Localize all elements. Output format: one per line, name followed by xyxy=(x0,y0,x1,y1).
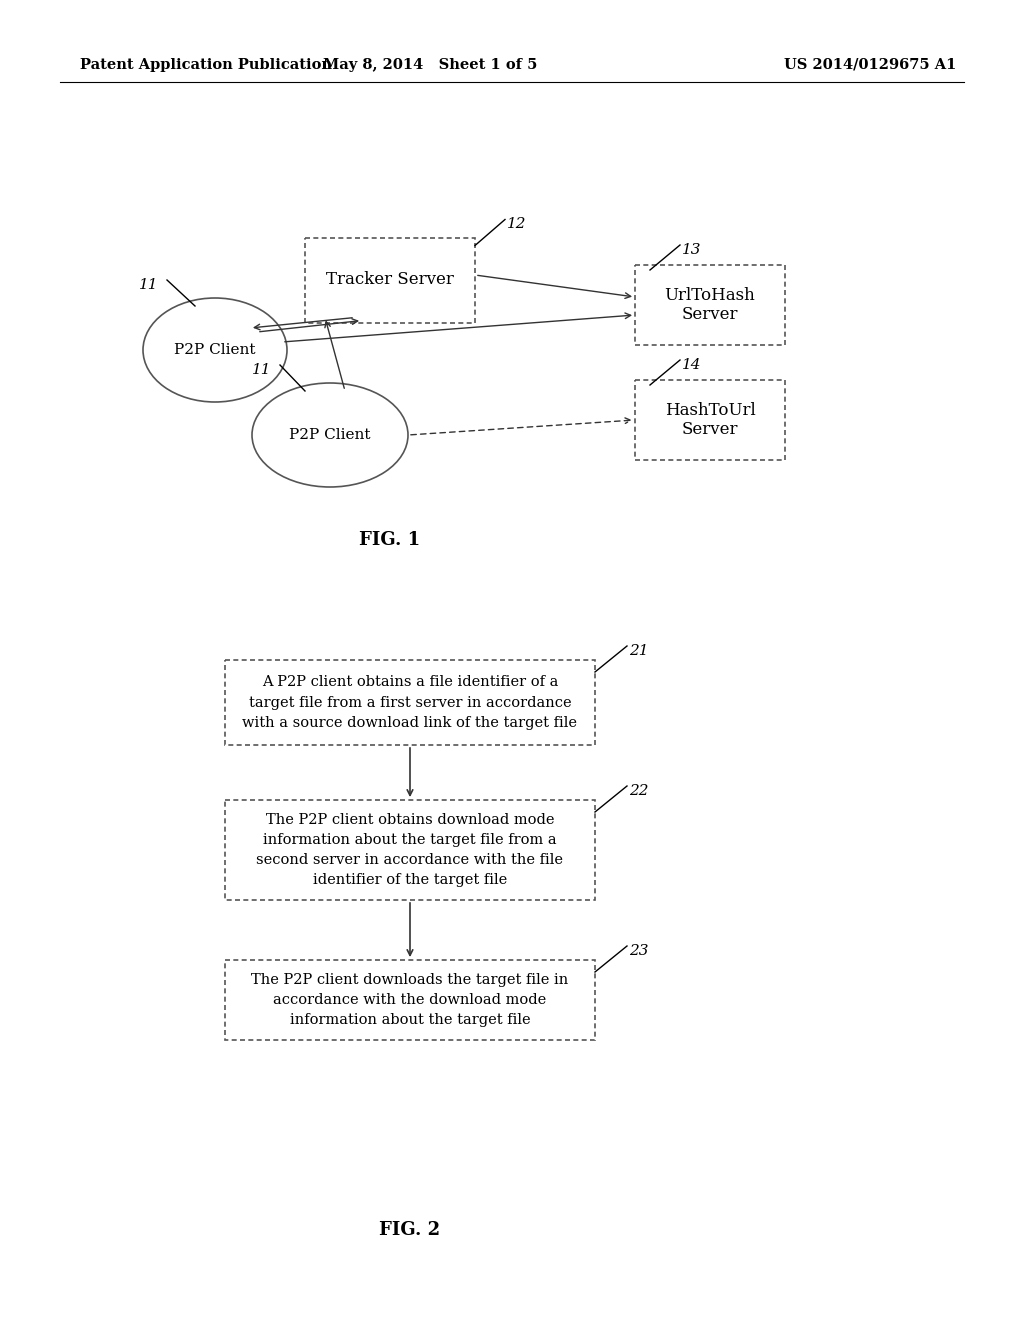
Text: May 8, 2014   Sheet 1 of 5: May 8, 2014 Sheet 1 of 5 xyxy=(323,58,538,73)
FancyBboxPatch shape xyxy=(225,800,595,900)
Text: 11: 11 xyxy=(139,279,159,292)
Text: 14: 14 xyxy=(682,358,701,372)
Text: 21: 21 xyxy=(629,644,648,657)
Text: The P2P client downloads the target file in
accordance with the download mode
in: The P2P client downloads the target file… xyxy=(251,973,568,1027)
Text: The P2P client obtains download mode
information about the target file from a
se: The P2P client obtains download mode inf… xyxy=(256,813,563,887)
FancyBboxPatch shape xyxy=(305,238,475,322)
Text: 22: 22 xyxy=(629,784,648,799)
FancyBboxPatch shape xyxy=(225,660,595,744)
Text: HashToUrl
Server: HashToUrl Server xyxy=(665,401,756,438)
Text: 11: 11 xyxy=(252,363,271,378)
Text: P2P Client: P2P Client xyxy=(174,343,256,356)
Text: 13: 13 xyxy=(682,243,701,257)
Text: FIG. 2: FIG. 2 xyxy=(380,1221,440,1239)
Text: 23: 23 xyxy=(629,944,648,958)
Text: 12: 12 xyxy=(507,218,526,231)
FancyBboxPatch shape xyxy=(635,265,785,345)
FancyBboxPatch shape xyxy=(635,380,785,459)
FancyBboxPatch shape xyxy=(225,960,595,1040)
Text: UrlToHash
Server: UrlToHash Server xyxy=(665,286,756,323)
Ellipse shape xyxy=(252,383,408,487)
Text: US 2014/0129675 A1: US 2014/0129675 A1 xyxy=(783,58,956,73)
Text: P2P Client: P2P Client xyxy=(289,428,371,442)
Text: Tracker Server: Tracker Server xyxy=(326,272,454,289)
Ellipse shape xyxy=(143,298,287,403)
Text: FIG. 1: FIG. 1 xyxy=(359,531,421,549)
Text: A P2P client obtains a file identifier of a
target file from a first server in a: A P2P client obtains a file identifier o… xyxy=(243,676,578,730)
Text: Patent Application Publication: Patent Application Publication xyxy=(80,58,332,73)
